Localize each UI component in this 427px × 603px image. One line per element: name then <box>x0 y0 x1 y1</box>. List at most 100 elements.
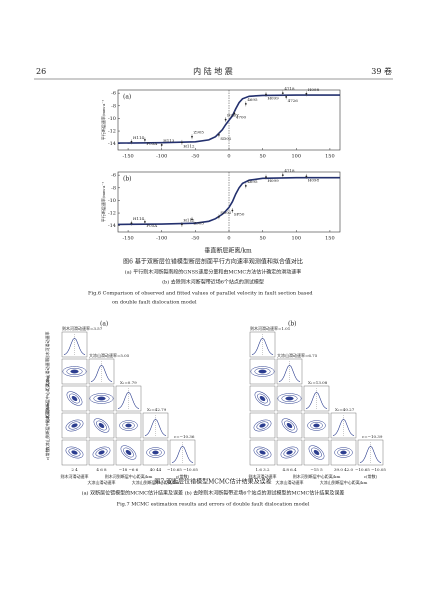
station-label: H099 <box>268 178 280 183</box>
contour <box>122 421 135 430</box>
contour <box>93 418 110 433</box>
caption-english: Fig.6 Comparison of observed and fitted … <box>88 291 313 297</box>
contour <box>254 367 271 376</box>
contour <box>313 423 320 428</box>
contour <box>284 420 295 431</box>
cell-frame <box>249 439 276 466</box>
station-label: 4700 <box>236 114 247 119</box>
contour <box>65 446 84 459</box>
contour <box>310 421 323 430</box>
station-label: H098 <box>308 87 320 92</box>
contour <box>71 450 78 455</box>
contour <box>119 420 138 431</box>
contour <box>66 367 83 376</box>
cell-frame <box>249 385 276 412</box>
cell-frame <box>142 412 169 439</box>
caption-english: Fig.7 MCMC estimation results and errors… <box>117 502 310 508</box>
station-label: H098 <box>308 177 320 182</box>
station-point <box>144 220 146 223</box>
y-axis-title: 平行断层速率/mm·a⁻¹ <box>100 181 106 222</box>
figure-caption: 图6 基于双断层位错模型断层剖面平行方向速率观测值和拟合值对比 <box>123 258 303 266</box>
x-tick-label: −10.65 −10.05 <box>355 467 386 472</box>
contour <box>120 445 137 460</box>
station-point <box>244 102 247 105</box>
contour <box>256 448 269 457</box>
model-curve <box>117 94 340 144</box>
x-tick-label: -150 <box>122 154 133 160</box>
contour <box>89 393 114 404</box>
contour <box>69 393 80 404</box>
cell-frame <box>142 439 169 466</box>
x-axis-title: 则木河滑动速率 <box>61 473 89 479</box>
station-point <box>281 92 284 95</box>
y-tick-label: -10 <box>108 116 116 122</box>
contour <box>65 419 84 432</box>
cell-frame <box>276 385 303 412</box>
cell-frame <box>61 358 88 385</box>
contour <box>281 418 298 433</box>
x-axis-title: 则木河到断层中心距离/km <box>105 473 153 479</box>
x-tick-label: −10.65 −10.05 <box>167 467 198 472</box>
caption-sub: (a) 双断层位错模型的MCMC估计结果及误差 (b) 去除则木河断裂带近场6个… <box>82 490 345 497</box>
y-axis-title: 大凉山到断层中心距离/km <box>44 403 50 451</box>
contour <box>92 446 111 459</box>
contour <box>256 421 269 430</box>
contour <box>254 391 271 406</box>
panel-label: (b) <box>288 321 297 328</box>
estimate-label: X₁=0.79 <box>120 380 137 385</box>
y-tick-label: -6 <box>111 173 116 179</box>
panel-label: (b) <box>123 176 132 183</box>
cell-frame <box>115 412 142 439</box>
y-axis-title: 大凉山滑动速率 <box>44 359 50 387</box>
y-axis-title: c(常数) <box>44 446 50 460</box>
station-label: F05A <box>146 141 157 146</box>
contour <box>152 450 159 455</box>
x-axis-title: 大凉山到断层中心距离/km <box>132 479 180 485</box>
x-axis-title: 垂直断层距离/km <box>204 247 252 255</box>
x-axis-title: 则木河到断层中心距离/km <box>293 473 341 479</box>
cell-frame <box>276 412 303 439</box>
contour <box>98 450 105 455</box>
x-tick-label: -100 <box>156 154 167 160</box>
station-label: H113 <box>163 138 175 143</box>
estimate-label: 则木河滑动速率=1.01 <box>250 325 290 331</box>
cell-frame <box>330 412 357 439</box>
contour <box>123 447 134 458</box>
contour <box>281 394 298 403</box>
station-point <box>265 176 267 178</box>
estimate-label: 大凉山滑动速率=5.05 <box>89 352 130 358</box>
estimate-label: 则木河滑动速率=3.57 <box>62 325 103 331</box>
contour <box>259 423 266 428</box>
station-point <box>130 140 133 143</box>
y-axis-title: 则木河到断层中心距离/km <box>44 376 50 424</box>
station-label: Z905 <box>194 220 205 225</box>
x-axis-title: 大凉山滑动速率 <box>276 479 304 485</box>
x-axis-title: 大凉山到断层中心距离/km <box>320 479 368 485</box>
station-label: DSDY <box>227 113 239 118</box>
x-tick-label: 50 <box>259 154 265 160</box>
station-point <box>231 209 234 212</box>
x-tick-label: 2 4 <box>71 467 78 472</box>
contour <box>125 449 132 456</box>
contour <box>97 396 106 401</box>
x-tick-label: 50 <box>259 236 265 242</box>
x-tick-label: 40 44 <box>150 467 162 472</box>
station-label: 4695 <box>247 97 258 102</box>
volume: 39 卷 <box>371 66 392 76</box>
station-point <box>160 144 163 146</box>
contour <box>66 391 83 406</box>
x-tick-label: 100 <box>291 236 301 242</box>
station-label: SP50 <box>234 212 245 217</box>
cell-frame <box>249 331 276 358</box>
figure-caption: 图7 双断层位错模型MCMC估计结果及误差 <box>154 478 271 486</box>
x-tick-label: 0 <box>227 154 230 160</box>
contour <box>283 448 296 457</box>
contour <box>334 447 353 458</box>
station-point <box>218 215 220 218</box>
station-point <box>265 93 267 96</box>
cell-frame <box>61 412 88 439</box>
estimate-label: c=−10.39 <box>362 434 383 439</box>
contour <box>307 420 326 431</box>
contour <box>286 422 293 429</box>
